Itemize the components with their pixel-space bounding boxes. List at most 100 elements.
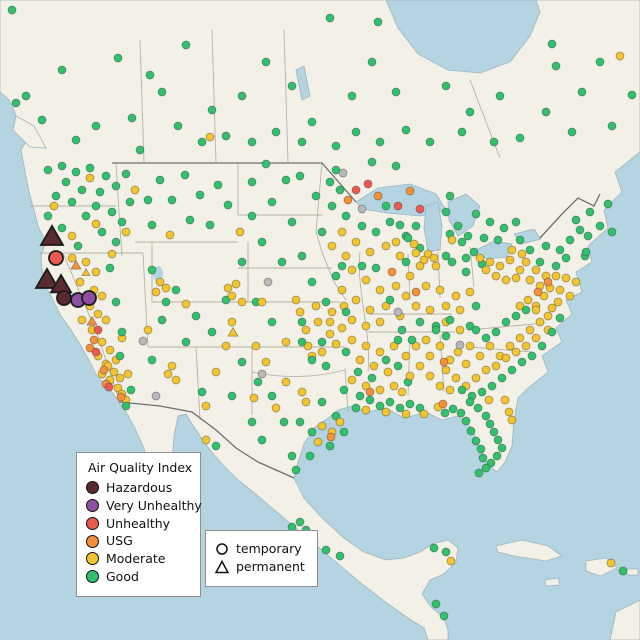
aqi-marker bbox=[351, 295, 361, 305]
aqi-marker bbox=[351, 185, 361, 195]
aqi-marker bbox=[117, 327, 127, 337]
aqi-marker bbox=[555, 285, 565, 295]
aqi-marker bbox=[313, 437, 323, 447]
aqi-marker bbox=[385, 397, 395, 407]
aqi-marker bbox=[495, 261, 505, 271]
vancouver-island bbox=[12, 115, 47, 149]
aqi-marker bbox=[435, 285, 445, 295]
aqi-marker bbox=[607, 227, 617, 237]
aqi-marker bbox=[34, 267, 60, 289]
aqi-marker bbox=[373, 17, 383, 27]
cuba-island bbox=[495, 539, 563, 562]
aqi-marker bbox=[107, 207, 117, 217]
aqi-marker bbox=[525, 325, 535, 335]
aqi-marker bbox=[267, 317, 277, 327]
aqi-marker bbox=[537, 341, 547, 351]
aqi-marker bbox=[351, 127, 361, 137]
aqi-marker bbox=[337, 285, 347, 295]
aqi-marker bbox=[167, 361, 177, 371]
aqi-marker bbox=[466, 426, 476, 436]
aqi-marker bbox=[441, 547, 451, 557]
aqi-marker bbox=[365, 247, 375, 257]
permanent-triangle-icon bbox=[215, 560, 229, 574]
aqi-marker bbox=[297, 137, 307, 147]
aqi-marker bbox=[207, 327, 217, 337]
aqi-marker bbox=[339, 427, 349, 437]
aqi-marker bbox=[81, 211, 91, 221]
aqi-marker bbox=[606, 558, 616, 568]
aqi-marker bbox=[21, 91, 31, 101]
aqi-marker bbox=[465, 341, 475, 351]
aqi-marker bbox=[457, 237, 467, 247]
aqi-marker bbox=[397, 387, 407, 397]
aqi-marker bbox=[517, 357, 527, 367]
legend-item-usg: USG bbox=[86, 534, 190, 548]
aqi-marker bbox=[81, 290, 97, 306]
aqi-marker bbox=[121, 227, 131, 237]
aqi-marker bbox=[595, 57, 605, 67]
aqi-marker bbox=[515, 301, 525, 311]
aqi-marker bbox=[471, 209, 481, 219]
aqi-marker bbox=[447, 257, 457, 267]
aqi-marker bbox=[331, 141, 341, 151]
aqi-marker bbox=[525, 275, 535, 285]
aqi-marker bbox=[391, 281, 401, 291]
aqi-marker bbox=[577, 87, 587, 97]
aqi-marker bbox=[553, 297, 563, 307]
aqi-marker bbox=[338, 168, 348, 178]
aqi-marker bbox=[500, 395, 510, 405]
aqi-marker bbox=[453, 221, 463, 231]
aqi-marker bbox=[465, 287, 475, 297]
aqi-marker bbox=[525, 245, 535, 255]
aqi-marker bbox=[279, 417, 289, 427]
aqi-marker bbox=[457, 127, 467, 137]
aqi-marker bbox=[227, 317, 237, 327]
aqi-marker bbox=[381, 301, 391, 311]
aqi-marker bbox=[121, 401, 131, 411]
aqi-marker bbox=[499, 223, 509, 233]
aqi-marker bbox=[337, 227, 347, 237]
aqi-marker bbox=[37, 115, 47, 125]
aqi-marker bbox=[326, 432, 336, 442]
legend-item-very-unhealthy: Very Unhealthy bbox=[86, 498, 202, 513]
aqi-marker bbox=[565, 291, 575, 301]
aqi-marker bbox=[541, 241, 551, 251]
aqi-marker bbox=[61, 177, 71, 187]
aqi-marker bbox=[201, 435, 211, 445]
aqi-marker bbox=[155, 175, 165, 185]
aqi-marker bbox=[75, 277, 85, 287]
aqi-marker bbox=[99, 365, 109, 375]
aqi-marker bbox=[115, 351, 125, 361]
aqi-marker bbox=[535, 317, 545, 327]
aqi-marker bbox=[347, 375, 357, 385]
aqi-marker bbox=[105, 345, 115, 355]
aqi-marker bbox=[448, 404, 458, 414]
aqi-marker bbox=[91, 347, 101, 357]
aqi-marker bbox=[361, 381, 371, 391]
aqi-marker bbox=[505, 255, 515, 265]
aqi-marker bbox=[77, 315, 87, 325]
aqi-marker bbox=[401, 351, 411, 361]
aqi-marker bbox=[415, 317, 425, 327]
aqi-marker bbox=[515, 133, 525, 143]
legend-label: permanent bbox=[236, 559, 305, 575]
aqi-marker bbox=[411, 287, 421, 297]
aqi-marker bbox=[253, 377, 263, 387]
aqi-marker bbox=[571, 215, 581, 225]
aqi-marker bbox=[387, 267, 397, 277]
aqi-marker bbox=[297, 337, 307, 347]
aqi-marker bbox=[551, 271, 561, 281]
aqi-marker bbox=[155, 277, 165, 287]
legend-label: temporary bbox=[236, 541, 302, 557]
aqi-marker bbox=[213, 180, 223, 190]
aqi-marker bbox=[431, 261, 441, 271]
legend-label: Unhealthy bbox=[106, 515, 171, 531]
aqi-marker bbox=[497, 443, 507, 453]
aqi-marker bbox=[583, 231, 593, 241]
aqi-marker bbox=[531, 265, 541, 275]
good-swatch bbox=[86, 570, 99, 584]
aqi-marker bbox=[317, 227, 327, 237]
aqi-marker bbox=[575, 225, 585, 235]
aqi-marker bbox=[281, 377, 291, 387]
aqi-marker bbox=[479, 233, 489, 243]
